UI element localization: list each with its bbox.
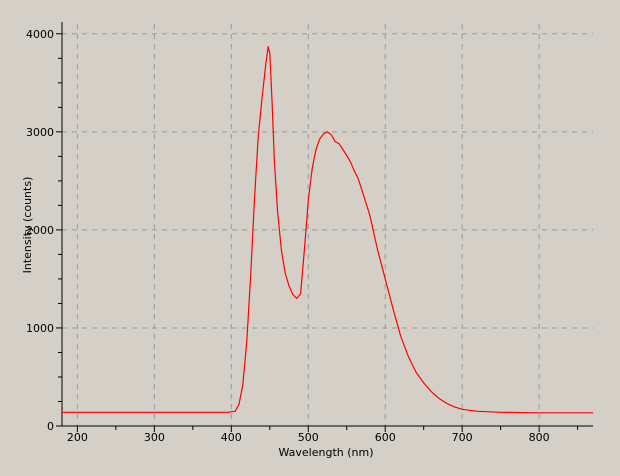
x-tick-label: 800 [529,431,550,444]
y-tick-label: 1000 [26,322,54,335]
y-tick-label: 0 [47,420,54,433]
x-tick-label: 300 [144,431,165,444]
x-tick-label: 200 [67,431,88,444]
y-tick-label: 3000 [26,126,54,139]
y-axis-label: Intensity (counts) [21,177,34,274]
grid [62,24,593,426]
y-tick-label: 4000 [26,28,54,41]
y-tick-label: 2000 [26,224,54,237]
axes [56,22,593,432]
x-tick-label: 400 [221,431,242,444]
x-tick-label: 700 [452,431,473,444]
x-axis-label: Wavelength (nm) [278,446,373,459]
x-tick-label: 600 [375,431,396,444]
tick-labels: 200 300 400 500 600 700 800 0 1000 2000 3000 4000 [26,28,550,444]
series-layer [62,45,593,414]
spectrum-line [62,45,593,414]
x-tick-label: 500 [298,431,319,444]
